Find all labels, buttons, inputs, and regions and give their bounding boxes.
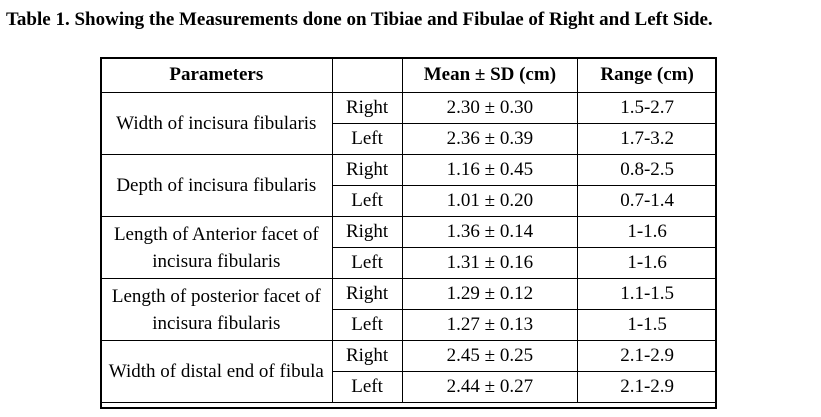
mean-sd-cell: 1.31 ± 0.16 — [401, 247, 579, 279]
side-cell: Right — [331, 154, 403, 186]
side-cell: Left — [331, 123, 403, 155]
table-row: Left 2.44 ± 0.27 2.1-2.9 — [101, 371, 717, 403]
mean-sd-cell: 1.16 ± 0.45 — [401, 154, 579, 186]
table-row: Depth of incisura fibularis Right 1.16 ±… — [100, 154, 717, 217]
range-cell: 1.7-3.2 — [577, 123, 717, 155]
side-cell: Right — [331, 92, 403, 124]
mean-sd-cell: 2.36 ± 0.39 — [401, 123, 579, 155]
header-row: Parameters Mean ± SD (cm) Range (cm) — [100, 57, 717, 93]
side-cell: Right — [331, 216, 403, 248]
side-cell: Left — [331, 371, 403, 403]
side-cell: Right — [331, 340, 403, 372]
side-cell: Left — [331, 247, 403, 279]
mean-sd-cell: 2.30 ± 0.30 — [401, 92, 579, 124]
range-cell: 0.8-2.5 — [577, 154, 717, 186]
header-parameters: Parameters — [100, 57, 333, 93]
table-row: Left 1.31 ± 0.16 1-1.6 — [101, 247, 717, 279]
table-caption-label: Table 1. — [6, 9, 70, 30]
side-cell: Right — [331, 278, 403, 310]
range-cell: 2.1-2.9 — [577, 371, 717, 403]
header-range: Range (cm) — [577, 57, 717, 93]
table-row: Length of posterior facet of incisura fi… — [100, 278, 717, 341]
range-cell: 0.7-1.4 — [577, 185, 717, 217]
mean-sd-cell: 1.27 ± 0.13 — [401, 309, 579, 341]
mean-sd-cell: 1.29 ± 0.12 — [401, 278, 579, 310]
measurements-table: Parameters Mean ± SD (cm) Range (cm) Wid… — [100, 57, 717, 403]
side-cell: Left — [331, 309, 403, 341]
table-caption: Table 1. Showing the Measurements done o… — [6, 8, 818, 32]
parameter-cell: Length of Anterior facet of incisura fib… — [100, 216, 333, 279]
table-row: Left 1.01 ± 0.20 0.7-1.4 — [101, 185, 717, 217]
range-cell: 1-1.6 — [577, 216, 717, 248]
table-row: Width of distal end of fibula Right 2.45… — [100, 340, 717, 403]
parameter-cell: Width of distal end of fibula — [100, 340, 333, 403]
mean-sd-cell: 2.44 ± 0.27 — [401, 371, 579, 403]
table-row: Width of incisura fibularis Right 2.30 ±… — [100, 92, 717, 155]
table-row: Left 1.27 ± 0.13 1-1.5 — [101, 309, 717, 341]
side-cell: Left — [331, 185, 403, 217]
mean-sd-cell: 1.36 ± 0.14 — [401, 216, 579, 248]
range-cell: 2.1-2.9 — [577, 340, 717, 372]
mean-sd-cell: 1.01 ± 0.20 — [401, 185, 579, 217]
range-cell: 1.5-2.7 — [577, 92, 717, 124]
header-side — [331, 57, 403, 93]
range-cell: 1.1-1.5 — [577, 278, 717, 310]
parameter-cell: Width of incisura fibularis — [100, 92, 333, 155]
range-cell: 1-1.6 — [577, 247, 717, 279]
parameter-cell: Depth of incisura fibularis — [100, 154, 333, 217]
header-mean-sd: Mean ± SD (cm) — [401, 57, 579, 93]
table-caption-text: Showing the Measurements done on Tibiae … — [74, 9, 713, 30]
parameter-cell: Length of posterior facet of incisura fi… — [100, 278, 333, 341]
mean-sd-cell: 2.45 ± 0.25 — [401, 340, 579, 372]
range-cell: 1-1.5 — [577, 309, 717, 341]
table-row: Length of Anterior facet of incisura fib… — [100, 216, 717, 279]
